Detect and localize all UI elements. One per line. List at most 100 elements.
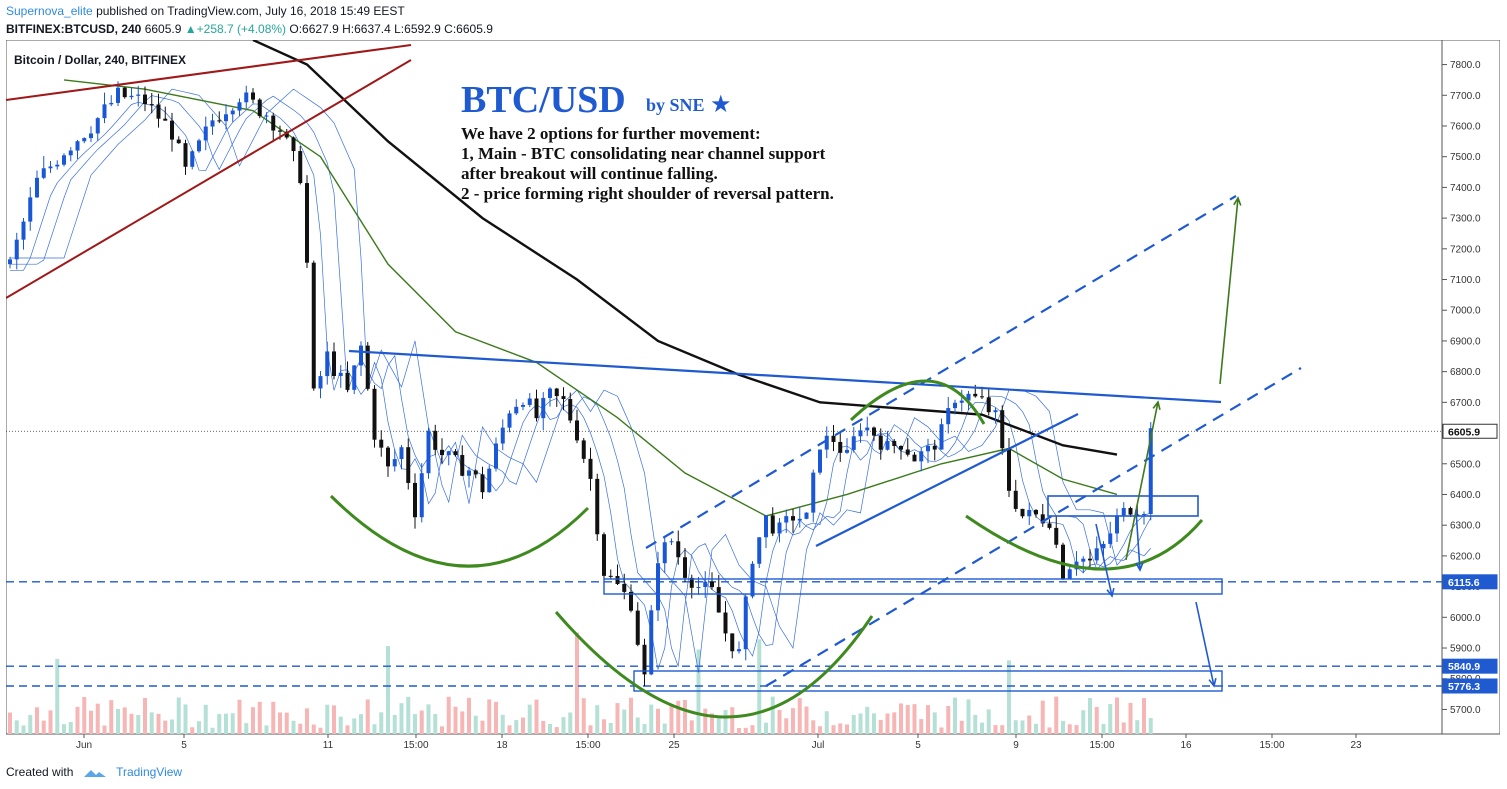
- ema-band-line: [10, 88, 1152, 673]
- candle-body: [926, 445, 930, 452]
- volume-bar: [878, 719, 883, 734]
- arrow-shaft: [1125, 401, 1159, 561]
- volume-bar: [284, 712, 289, 734]
- volume-bar: [993, 725, 998, 734]
- candle: [581, 438, 586, 463]
- volume-bar: [1101, 723, 1106, 734]
- tradingview-link[interactable]: TradingView: [116, 765, 183, 779]
- volume-bar: [507, 725, 512, 734]
- ema-band-line: [10, 101, 1151, 670]
- candle-body: [480, 474, 485, 493]
- volume-bar: [122, 707, 127, 734]
- volume-bar: [1061, 720, 1065, 734]
- candle: [413, 473, 417, 529]
- candle: [608, 569, 613, 579]
- volume-bar: [1094, 707, 1099, 734]
- volume-bar: [318, 727, 323, 734]
- candle-body: [784, 516, 789, 523]
- candle-body: [68, 150, 73, 156]
- candle-body: [460, 455, 465, 476]
- candle: [959, 389, 964, 412]
- candle-body: [966, 393, 971, 401]
- volume-bar: [710, 713, 714, 734]
- volume-bar: [595, 705, 600, 734]
- candle: [487, 465, 492, 493]
- candle: [635, 602, 640, 647]
- candle: [730, 633, 735, 659]
- up-triangle-icon: ▲: [184, 22, 197, 36]
- y-tick-label: 7300.0: [1450, 214, 1481, 225]
- volume-bar: [1128, 702, 1133, 734]
- candle: [1067, 565, 1072, 580]
- volume-bar: [649, 704, 654, 734]
- candle: [939, 418, 944, 450]
- candle: [514, 399, 519, 416]
- volume-bar: [487, 699, 492, 734]
- candle: [170, 112, 174, 152]
- volume-bar: [1054, 696, 1059, 734]
- volume-bar: [716, 718, 721, 734]
- candle-body: [716, 587, 721, 613]
- candle-body: [8, 259, 12, 265]
- candle-body: [359, 345, 363, 366]
- x-axis-labels: Jun 5 11 15:00 18 15:00 25 Jul 5 9 15:00 16 15:00 23: [76, 734, 1362, 751]
- consolidation-box: [1047, 495, 1199, 517]
- candle-body: [811, 472, 816, 513]
- volume-bar: [230, 713, 235, 734]
- candle: [548, 387, 552, 407]
- candle-body: [89, 133, 93, 139]
- volume-bar: [764, 722, 768, 734]
- volume-bar: [257, 701, 262, 734]
- volume-bar: [548, 723, 552, 734]
- candle-body: [527, 398, 532, 405]
- candle: [629, 584, 633, 613]
- arrow-head: [1135, 562, 1144, 572]
- candle-body: [561, 396, 566, 400]
- candle-body: [514, 406, 519, 414]
- candle-body: [534, 398, 539, 419]
- candle: [332, 342, 336, 380]
- candle: [986, 387, 991, 416]
- volume-bar: [183, 704, 188, 734]
- candle: [1081, 556, 1086, 574]
- candle: [359, 341, 363, 377]
- top-arc: [849, 379, 986, 425]
- candle-body: [838, 441, 843, 453]
- candle-body: [487, 468, 492, 493]
- candle: [905, 437, 910, 457]
- candle-body: [581, 440, 586, 459]
- candle-body: [1101, 543, 1106, 549]
- price-chart[interactable]: 5700.05800.05900.06000.06100.06200.06300…: [6, 40, 1500, 756]
- y-tick-label: 7400.0: [1450, 183, 1481, 194]
- candle-body: [865, 427, 870, 431]
- volume-bar: [95, 703, 100, 734]
- author-link[interactable]: Supernova_elite: [6, 4, 93, 18]
- candle: [325, 341, 330, 385]
- price-labels: 6605.9 6115.6 5840.9 5776.3: [1442, 423, 1498, 694]
- candle: [851, 427, 856, 453]
- annotation-line-3: after breakout will continue falling.: [461, 164, 718, 183]
- y-tick-label: 7100.0: [1450, 275, 1481, 286]
- candle-body: [122, 87, 127, 98]
- candle-body: [548, 388, 552, 398]
- volume-bar: [831, 725, 836, 734]
- candle: [21, 217, 26, 250]
- volume-bar: [973, 714, 978, 734]
- candle: [237, 98, 242, 116]
- candle: [845, 438, 849, 454]
- channel-dashed-lower: [765, 367, 1302, 687]
- candle: [68, 147, 73, 162]
- y-tick-label: 6000.0: [1450, 613, 1481, 624]
- candle-body: [446, 451, 451, 456]
- candle-body: [568, 399, 573, 421]
- volume-bar: [35, 707, 39, 734]
- volume-bar: [743, 727, 748, 734]
- candle-body: [156, 104, 161, 119]
- candle: [197, 138, 201, 153]
- volume-bar: [203, 704, 208, 734]
- candle: [764, 515, 768, 549]
- candle: [1034, 509, 1038, 518]
- candle: [750, 561, 755, 599]
- volume-bar: [1148, 718, 1153, 734]
- candle: [1088, 549, 1092, 570]
